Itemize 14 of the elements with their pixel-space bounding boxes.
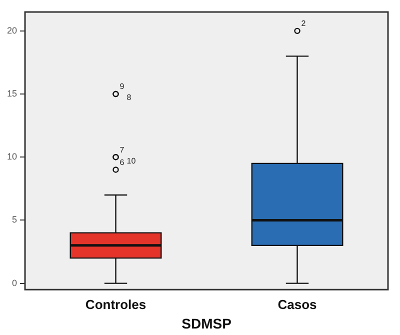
y-tick-label: 15: [6, 88, 18, 99]
y-tick-label: 5: [12, 214, 18, 225]
annotation: 9: [120, 82, 125, 92]
annotation: 10: [126, 156, 136, 166]
x-tick-label: Controles: [85, 296, 146, 312]
annotation: 8: [126, 93, 132, 102]
annotation: 7: [120, 145, 125, 154]
x-tick-label: Casos: [278, 296, 317, 312]
y-tick-label: 10: [6, 152, 18, 162]
annotation: 6: [120, 158, 125, 167]
x-axis-title: SDMSP: [182, 315, 232, 332]
annotation: 2: [301, 19, 306, 28]
y-tick-label: 20: [6, 25, 18, 36]
y-tick-label: 0: [12, 278, 18, 288]
